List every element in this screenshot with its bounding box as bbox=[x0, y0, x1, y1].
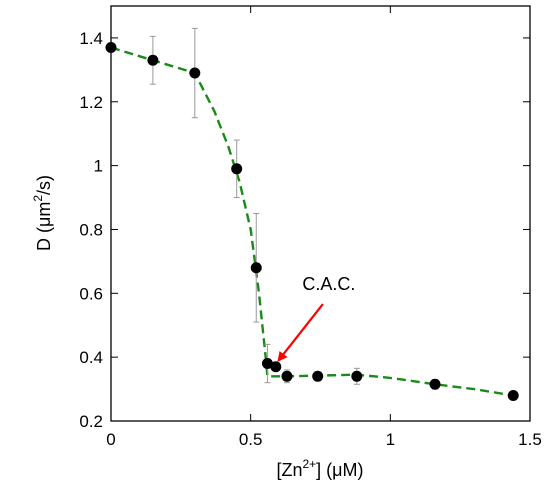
x-axis-label: [Zn2+] (μM) bbox=[276, 457, 363, 480]
data-point bbox=[270, 361, 282, 373]
x-tick-label: 0.5 bbox=[239, 430, 263, 449]
x-tick-label: 1.5 bbox=[518, 430, 542, 449]
axis-ticks: 0 0.5 1 1.5 0.2 0.4 0.6 0.8 1 1.2 1.4 bbox=[79, 6, 542, 449]
data-point bbox=[429, 378, 441, 390]
data-point bbox=[250, 262, 262, 274]
data-point bbox=[261, 358, 273, 370]
x-tick-label: 1 bbox=[386, 430, 395, 449]
x-tick-label: 0 bbox=[106, 430, 115, 449]
annotation-label: C.A.C. bbox=[302, 274, 355, 294]
data-point bbox=[507, 389, 519, 401]
y-tick-label: 0.4 bbox=[79, 348, 103, 367]
annotation-group: C.A.C. bbox=[277, 274, 355, 362]
error-bars bbox=[149, 27, 517, 400]
y-tick-label: 1.2 bbox=[79, 93, 103, 112]
y-tick-label: 0.8 bbox=[79, 220, 103, 239]
y-tick-label: 0.6 bbox=[79, 284, 103, 303]
data-point bbox=[281, 370, 293, 382]
y-tick-label: 0.2 bbox=[79, 412, 103, 431]
data-point bbox=[231, 163, 243, 175]
data-point bbox=[147, 54, 159, 66]
y-tick-label: 1 bbox=[94, 157, 103, 176]
fit-curve bbox=[110, 46, 514, 397]
data-points bbox=[105, 42, 519, 401]
y-tick-label: 1.4 bbox=[79, 29, 103, 48]
annotation-arrow bbox=[277, 303, 324, 362]
data-point bbox=[189, 67, 201, 79]
data-point bbox=[351, 370, 363, 382]
y-axis-label: D (μm2/s) bbox=[31, 175, 54, 251]
data-point bbox=[312, 370, 324, 382]
plot-frame bbox=[110, 5, 531, 422]
data-point bbox=[105, 42, 117, 53]
fit-curve-group bbox=[110, 46, 514, 397]
